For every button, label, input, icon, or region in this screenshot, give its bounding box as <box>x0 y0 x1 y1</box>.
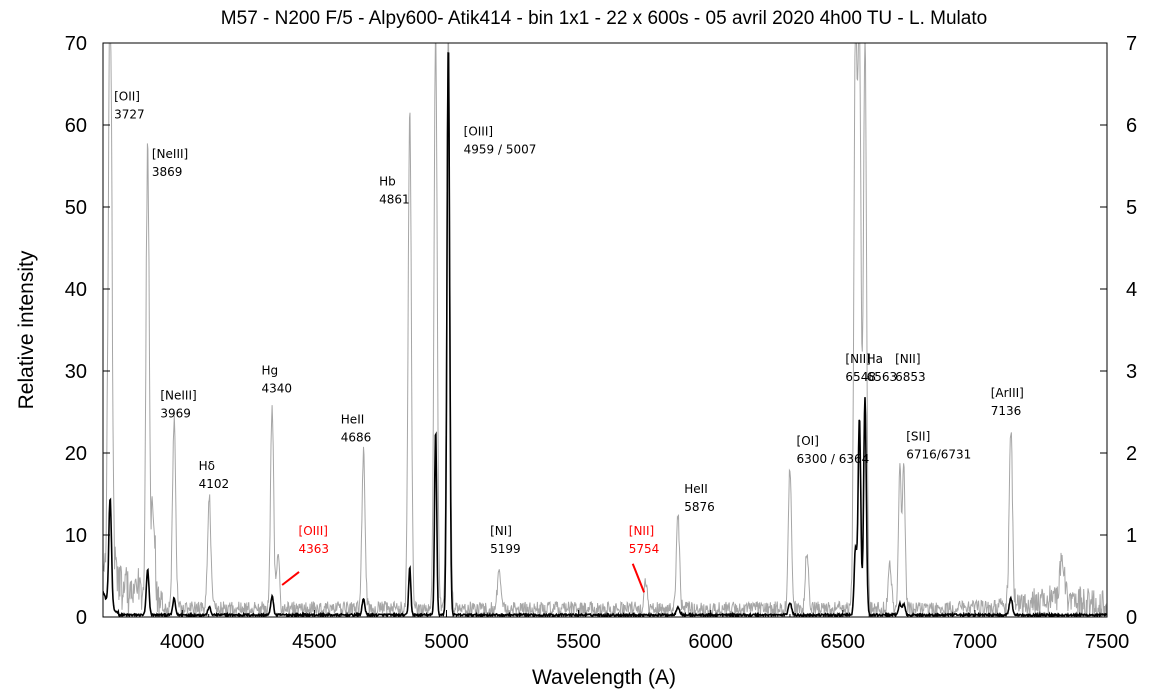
x-tick-label: 6500 <box>821 631 866 653</box>
y2-tick-label: 3 <box>1126 361 1137 383</box>
line-annotation: [NII] 6853 <box>895 352 926 384</box>
line-annotation: Hδ 4102 <box>199 459 230 491</box>
y-tick-label: 30 <box>65 361 87 383</box>
pointer-line <box>281 571 300 586</box>
line-annotation: HeII 4686 <box>341 412 372 444</box>
axes-layer: 4000 4500 5000 5500 6000 6500 7000 750001020304… <box>65 33 1137 653</box>
y2-tick-label: 6 <box>1126 115 1137 137</box>
line-annotation: [ArIII] 7136 <box>991 386 1024 418</box>
y-tick-label: 60 <box>65 115 87 137</box>
x-tick-label: 4500 <box>292 631 337 653</box>
y2-tick-label: 7 <box>1126 33 1137 55</box>
x-tick-label: 6000 <box>688 631 733 653</box>
y2-tick-label: 2 <box>1126 443 1137 465</box>
y2-tick-label: 0 <box>1126 607 1137 629</box>
x-tick-label: 5500 <box>556 631 601 653</box>
y-tick-label: 70 <box>65 33 87 55</box>
y-axis-title: Relative intensity <box>15 250 38 409</box>
y2-tick-label: 5 <box>1126 197 1137 219</box>
y2-tick-label: 4 <box>1126 279 1137 301</box>
chart-title: M57 - N200 F/5 - Alpy600- Atik414 - bin … <box>221 8 987 29</box>
line-annotation: [OIII] 4959 / 5007 <box>464 125 537 157</box>
line-annotation: [OIII] 4363 <box>299 524 330 556</box>
x-tick-label: 5000 <box>424 631 469 653</box>
gray-spectrum-line <box>103 43 1107 617</box>
line-annotation: [NeIII] 3869 <box>152 147 188 179</box>
line-annotation: [OI] 6300 / 6364 <box>797 434 870 466</box>
y-tick-label: 10 <box>65 525 87 547</box>
x-axis-title: Wavelength (A) <box>532 666 676 689</box>
line-annotation: Hb 4861 <box>379 175 410 207</box>
line-annotation: [NII] 5754 <box>629 524 660 556</box>
x-tick-label: 4000 <box>160 631 205 653</box>
line-annotation: Ha 6563 <box>867 352 898 384</box>
y-tick-label: 0 <box>76 607 87 629</box>
annotation-layer: [OII] 3727[NeIII] 3869 [NeIII] 3969 Hδ 4102 Hg 4… <box>114 89 1024 593</box>
line-annotation: Hg 4340 <box>262 363 293 395</box>
y2-tick-label: 1 <box>1126 525 1137 547</box>
line-annotation: [NeIII] 3969 <box>160 389 196 421</box>
line-annotation: [NI] 5199 <box>490 524 521 556</box>
y-tick-label: 40 <box>65 279 87 301</box>
pointer-line <box>631 563 646 593</box>
line-annotation: [OII] 3727 <box>114 89 145 121</box>
y-tick-label: 20 <box>65 443 87 465</box>
x-tick-label: 7500 <box>1085 631 1130 653</box>
line-annotation: [NII] 6548 <box>845 352 876 384</box>
line-annotation: HeII 5876 <box>684 482 715 514</box>
y-tick-label: 50 <box>65 197 87 219</box>
line-annotation: [SII] 6716/6731 <box>906 430 971 462</box>
x-tick-label: 7000 <box>953 631 998 653</box>
